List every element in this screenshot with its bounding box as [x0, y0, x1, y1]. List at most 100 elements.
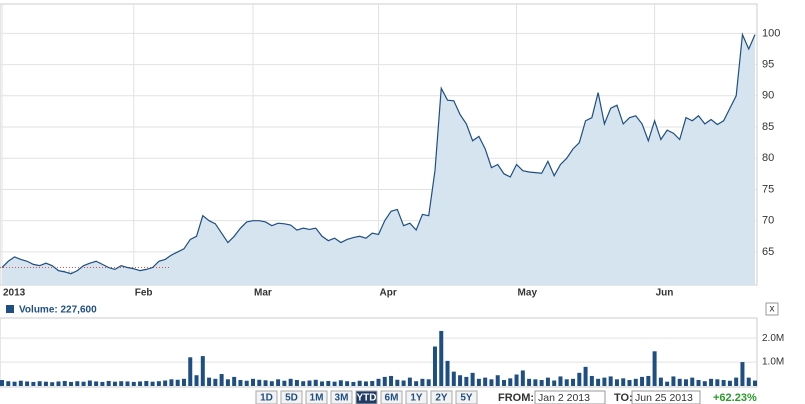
- controls: 1D 5D 1M 3M YTD 6M 1Y 2Y 5Y FROM: Jan 2 2013 TO: Jun…: [255, 390, 757, 404]
- volume-bar: [753, 380, 757, 386]
- range-button[interactable]: [455, 390, 478, 404]
- volume-bar: [608, 376, 613, 386]
- volume-bar: [746, 377, 751, 386]
- range-button[interactable]: [380, 390, 403, 404]
- from-value[interactable]: Jan 2 2013: [538, 392, 590, 404]
- y-tick-label: 75: [762, 183, 774, 195]
- y-tick-label: 100: [762, 27, 780, 39]
- volume-bar: [12, 381, 17, 386]
- volume-bar: [432, 346, 437, 386]
- volume-bar: [276, 379, 281, 386]
- volume-bar: [539, 380, 544, 386]
- volume-bar: [564, 379, 569, 386]
- volume-bar: [627, 380, 632, 386]
- y-tick-label: 2.0M: [762, 333, 784, 344]
- volume-bar: [602, 377, 607, 386]
- range-button[interactable]: [330, 390, 353, 404]
- volume-bar: [169, 379, 174, 386]
- x-tick-label: Jun: [656, 288, 674, 299]
- volume-bar: [62, 380, 67, 386]
- y-tick-label: 1.0M: [762, 357, 784, 368]
- range-button[interactable]: [405, 390, 428, 404]
- range-label[interactable]: 5D: [285, 393, 298, 404]
- volume-bar: [345, 381, 350, 386]
- range-button[interactable]: [430, 390, 453, 404]
- volume-bar: [288, 378, 293, 386]
- volume-bar: [31, 381, 36, 386]
- volume-bar: [483, 377, 488, 386]
- range-label[interactable]: 1Y: [410, 393, 423, 404]
- range-label[interactable]: 3M: [335, 393, 349, 404]
- volume-bar: [357, 380, 362, 386]
- volume-bar: [476, 378, 481, 386]
- volume-bar: [614, 379, 619, 386]
- from-label: FROM:: [498, 392, 534, 404]
- volume-bar: [25, 381, 30, 386]
- range-label[interactable]: 6M: [385, 393, 399, 404]
- volume-bar: [401, 380, 406, 386]
- range-button[interactable]: [255, 390, 278, 404]
- volume-bar: [439, 330, 444, 386]
- range-label[interactable]: 1M: [310, 393, 324, 404]
- range-label[interactable]: 5Y: [460, 393, 473, 404]
- to-input[interactable]: [631, 390, 701, 404]
- volume-bar: [514, 374, 519, 386]
- volume-bar: [269, 381, 274, 386]
- volume-bar: [320, 381, 325, 386]
- volume-bar: [633, 378, 638, 386]
- close-button[interactable]: [765, 302, 779, 316]
- volume-bar: [50, 382, 55, 386]
- volume-bar: [219, 374, 224, 386]
- range-label[interactable]: 1D: [260, 393, 273, 404]
- change: +62.23%: [713, 392, 757, 404]
- volume-bar: [351, 381, 356, 386]
- range-label[interactable]: 2Y: [435, 393, 448, 404]
- volume-bar: [106, 380, 111, 386]
- volume-bar: [131, 381, 136, 386]
- legend-swatch: [6, 305, 14, 313]
- volume-bar: [232, 376, 237, 386]
- volume-bar: [370, 380, 375, 386]
- volume-bar: [6, 381, 11, 386]
- volume-bar: [558, 376, 563, 386]
- from-input[interactable]: [534, 390, 606, 404]
- volume-bar: [702, 381, 707, 386]
- y-tick-label: 65: [762, 246, 774, 258]
- volume-bar: [495, 375, 500, 386]
- volume-bar: [589, 375, 594, 386]
- y-tick-label: 95: [762, 58, 774, 70]
- volume-bar: [119, 381, 124, 386]
- volume-bar: [464, 376, 469, 386]
- volume-bar: [677, 378, 682, 386]
- volume-bar: [621, 378, 626, 386]
- volume-bar: [194, 375, 199, 386]
- volume-bar: [56, 381, 61, 386]
- range-label[interactable]: YTD: [357, 393, 377, 404]
- volume-bar: [727, 380, 732, 386]
- x-tick-label: Feb: [135, 288, 153, 299]
- volume-bar: [181, 378, 186, 386]
- volume-bar: [571, 378, 576, 386]
- volume-bar: [37, 381, 42, 386]
- volume-bar: [251, 378, 255, 386]
- range-button[interactable]: [280, 390, 303, 404]
- volume-bar: [282, 380, 287, 386]
- volume-bar: [709, 378, 714, 386]
- volume-bar: [646, 375, 651, 386]
- volume-bar: [175, 379, 180, 386]
- volume-bar: [144, 380, 149, 386]
- range-button[interactable]: [355, 390, 378, 404]
- volume-bar: [207, 377, 212, 386]
- volume-bar: [552, 380, 557, 386]
- close-icon[interactable]: x: [770, 304, 775, 315]
- volume-bar: [508, 378, 513, 386]
- volume-bar: [376, 378, 381, 386]
- volume-bar: [690, 377, 695, 386]
- to-value[interactable]: Jun 25 2013: [635, 392, 693, 404]
- volume-bar: [395, 379, 400, 386]
- volume-bar: [426, 379, 431, 386]
- range-button[interactable]: [305, 390, 328, 404]
- y-tick-label: 70: [762, 215, 774, 227]
- volume-bar: [527, 378, 532, 386]
- volume-bar: [545, 377, 550, 386]
